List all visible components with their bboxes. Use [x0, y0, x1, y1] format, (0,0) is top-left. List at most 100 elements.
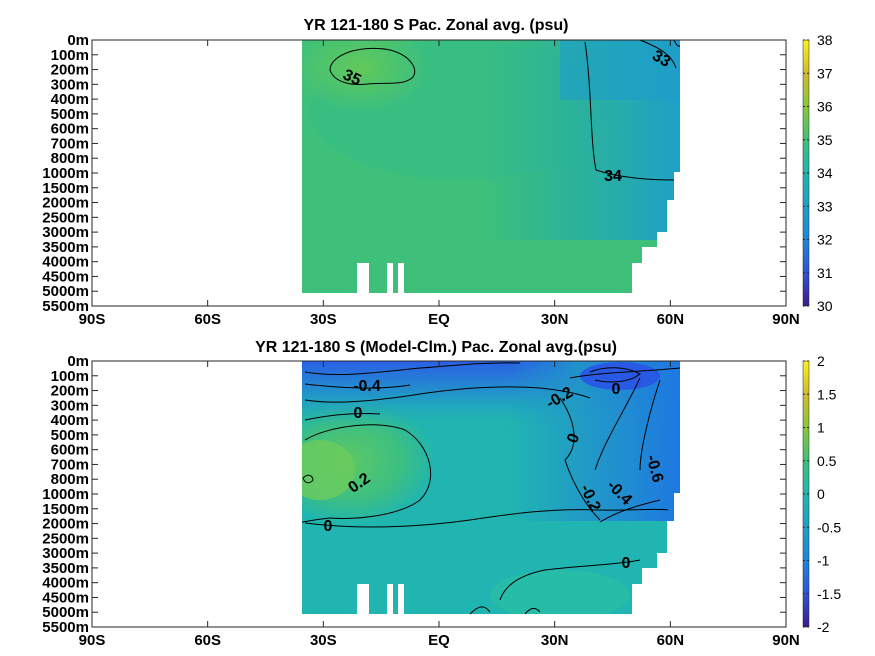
y-tick-label: 4500m	[42, 589, 89, 606]
lower-y-axis: 0m100m200m300m400m500m600m700m800m1000m1…	[42, 353, 786, 636]
x-tick-label: 30N	[541, 632, 569, 649]
y-tick-label: 4000m	[42, 575, 89, 592]
upper-colorbar-ticks: 30 31 32 33 34 35 36 37 38	[803, 32, 833, 314]
y-tick-label: 0m	[67, 353, 89, 370]
y-tick-label: 0m	[67, 32, 89, 49]
y-tick-label: 700m	[51, 135, 89, 152]
colorbar-tick-label: 37	[817, 65, 833, 81]
y-tick-label: 300m	[51, 397, 89, 414]
upper-y-axis: 0m100m200m300m400m500m600m700m800m1000m1…	[42, 32, 786, 315]
x-tick-label: 30S	[310, 311, 337, 328]
x-tick-label: 60N	[657, 632, 685, 649]
y-tick-label: 2500m	[42, 530, 89, 547]
upper-panel: YR 121-180 S Pac. Zonal avg. (psu) 35 33…	[42, 17, 833, 328]
y-tick-label: 100m	[51, 368, 89, 385]
contour-label: 33	[649, 47, 673, 71]
upper-salinity-field	[302, 40, 680, 293]
y-tick-label: 800m	[51, 150, 89, 167]
y-tick-label: 500m	[51, 427, 89, 444]
colorbar-tick-label: -1	[817, 553, 830, 569]
y-tick-label: 3000m	[42, 224, 89, 241]
y-tick-label: 200m	[51, 383, 89, 400]
x-tick-label: 60N	[657, 311, 685, 328]
colorbar-tick-label: 1	[817, 420, 825, 436]
y-tick-label: 1500m	[42, 501, 89, 518]
upper-panel-title: YR 121-180 S Pac. Zonal avg. (psu)	[304, 17, 569, 34]
lower-land-notch	[357, 584, 369, 615]
y-tick-label: 100m	[51, 47, 89, 64]
lower-panel-title: YR 121-180 S (Model-Clm.) Pac. Zonal avg…	[255, 339, 617, 356]
x-tick-label: 90N	[772, 632, 800, 649]
colorbar-tick-label: 34	[817, 165, 833, 181]
colorbar-tick-label: 38	[817, 32, 833, 48]
colorbar-tick-label: 32	[817, 232, 833, 248]
colorbar-tick-label: -2	[817, 619, 830, 635]
upper-contour-labels: 35 33 34	[340, 47, 673, 185]
lower-land-notch	[387, 584, 393, 615]
y-tick-label: 4500m	[42, 268, 89, 285]
lower-anomaly-field	[302, 361, 680, 614]
y-tick-label: 1500m	[42, 180, 89, 197]
contour-label: 34	[604, 168, 622, 185]
contour-label: -0.4	[353, 378, 381, 395]
y-tick-label: 600m	[51, 121, 89, 138]
x-tick-label: 30N	[541, 311, 569, 328]
y-tick-label: 500m	[51, 106, 89, 123]
x-tick-label: 90S	[79, 311, 106, 328]
colorbar-tick-label: 35	[817, 132, 833, 148]
y-tick-label: 200m	[51, 62, 89, 79]
x-tick-label: 30S	[310, 632, 337, 649]
colorbar-tick-label: -0.5	[817, 519, 841, 535]
colorbar-tick-label: 31	[817, 265, 833, 281]
lower-colorbar-ticks: 2 1.5 1 0.5 0 -0.5 -1 -1.5 -2	[803, 353, 841, 635]
colorbar-tick-label: 2	[817, 353, 825, 369]
contour-label: 0	[354, 405, 363, 422]
colorbar-tick-label: 36	[817, 99, 833, 115]
y-tick-label: 400m	[51, 412, 89, 429]
colorbar-tick-label: 0	[817, 486, 825, 502]
upper-x-axis: 90S 60S 30S EQ 30N 60N 90N	[79, 40, 800, 328]
y-tick-label: 1000m	[42, 165, 89, 182]
y-tick-label: 600m	[51, 442, 89, 459]
y-tick-label: 5500m	[42, 619, 89, 636]
lower-land-notch	[398, 584, 404, 615]
colorbar-tick-label: 33	[817, 198, 833, 214]
contour-label: 0	[622, 555, 631, 572]
contour-label: -0.6	[643, 453, 667, 484]
y-tick-label: 2000m	[42, 195, 89, 212]
y-tick-label: 700m	[51, 456, 89, 473]
x-tick-label: 90S	[79, 632, 106, 649]
y-tick-label: 3500m	[42, 239, 89, 256]
y-tick-label: 5500m	[42, 298, 89, 315]
colorbar-tick-label: -1.5	[817, 586, 841, 602]
x-tick-label: 90N	[772, 311, 800, 328]
y-tick-label: 2000m	[42, 516, 89, 533]
colorbar-tick-label: 30	[817, 298, 833, 314]
lower-panel: YR 121-180 S (Model-Clm.) Pac. Zonal avg…	[42, 339, 841, 649]
colorbar-tick-label: 1.5	[817, 386, 837, 402]
y-tick-label: 5000m	[42, 283, 89, 300]
upper-land-notch	[357, 263, 369, 294]
y-tick-label: 2500m	[42, 209, 89, 226]
colorbar-tick-label: 0.5	[817, 453, 837, 469]
upper-land-notch	[387, 263, 393, 294]
lower-contours	[301, 362, 681, 615]
contour-label: 35	[340, 66, 363, 89]
x-tick-label: 60S	[194, 311, 221, 328]
y-tick-label: 3500m	[42, 560, 89, 577]
x-tick-label: 60S	[194, 632, 221, 649]
contour-label: 0	[324, 518, 333, 535]
y-tick-label: 5000m	[42, 604, 89, 621]
x-tick-label: EQ	[428, 311, 450, 328]
upper-land-notch	[398, 263, 404, 294]
y-tick-label: 1000m	[42, 486, 89, 503]
contour-label: 0	[612, 381, 621, 398]
y-tick-label: 800m	[51, 471, 89, 488]
upper-contours	[329, 39, 681, 181]
lower-x-axis: 90S 60S 30S EQ 30N 60N 90N	[79, 361, 800, 649]
y-tick-label: 300m	[51, 76, 89, 93]
y-tick-label: 4000m	[42, 254, 89, 271]
y-tick-label: 400m	[51, 91, 89, 108]
y-tick-label: 3000m	[42, 545, 89, 562]
